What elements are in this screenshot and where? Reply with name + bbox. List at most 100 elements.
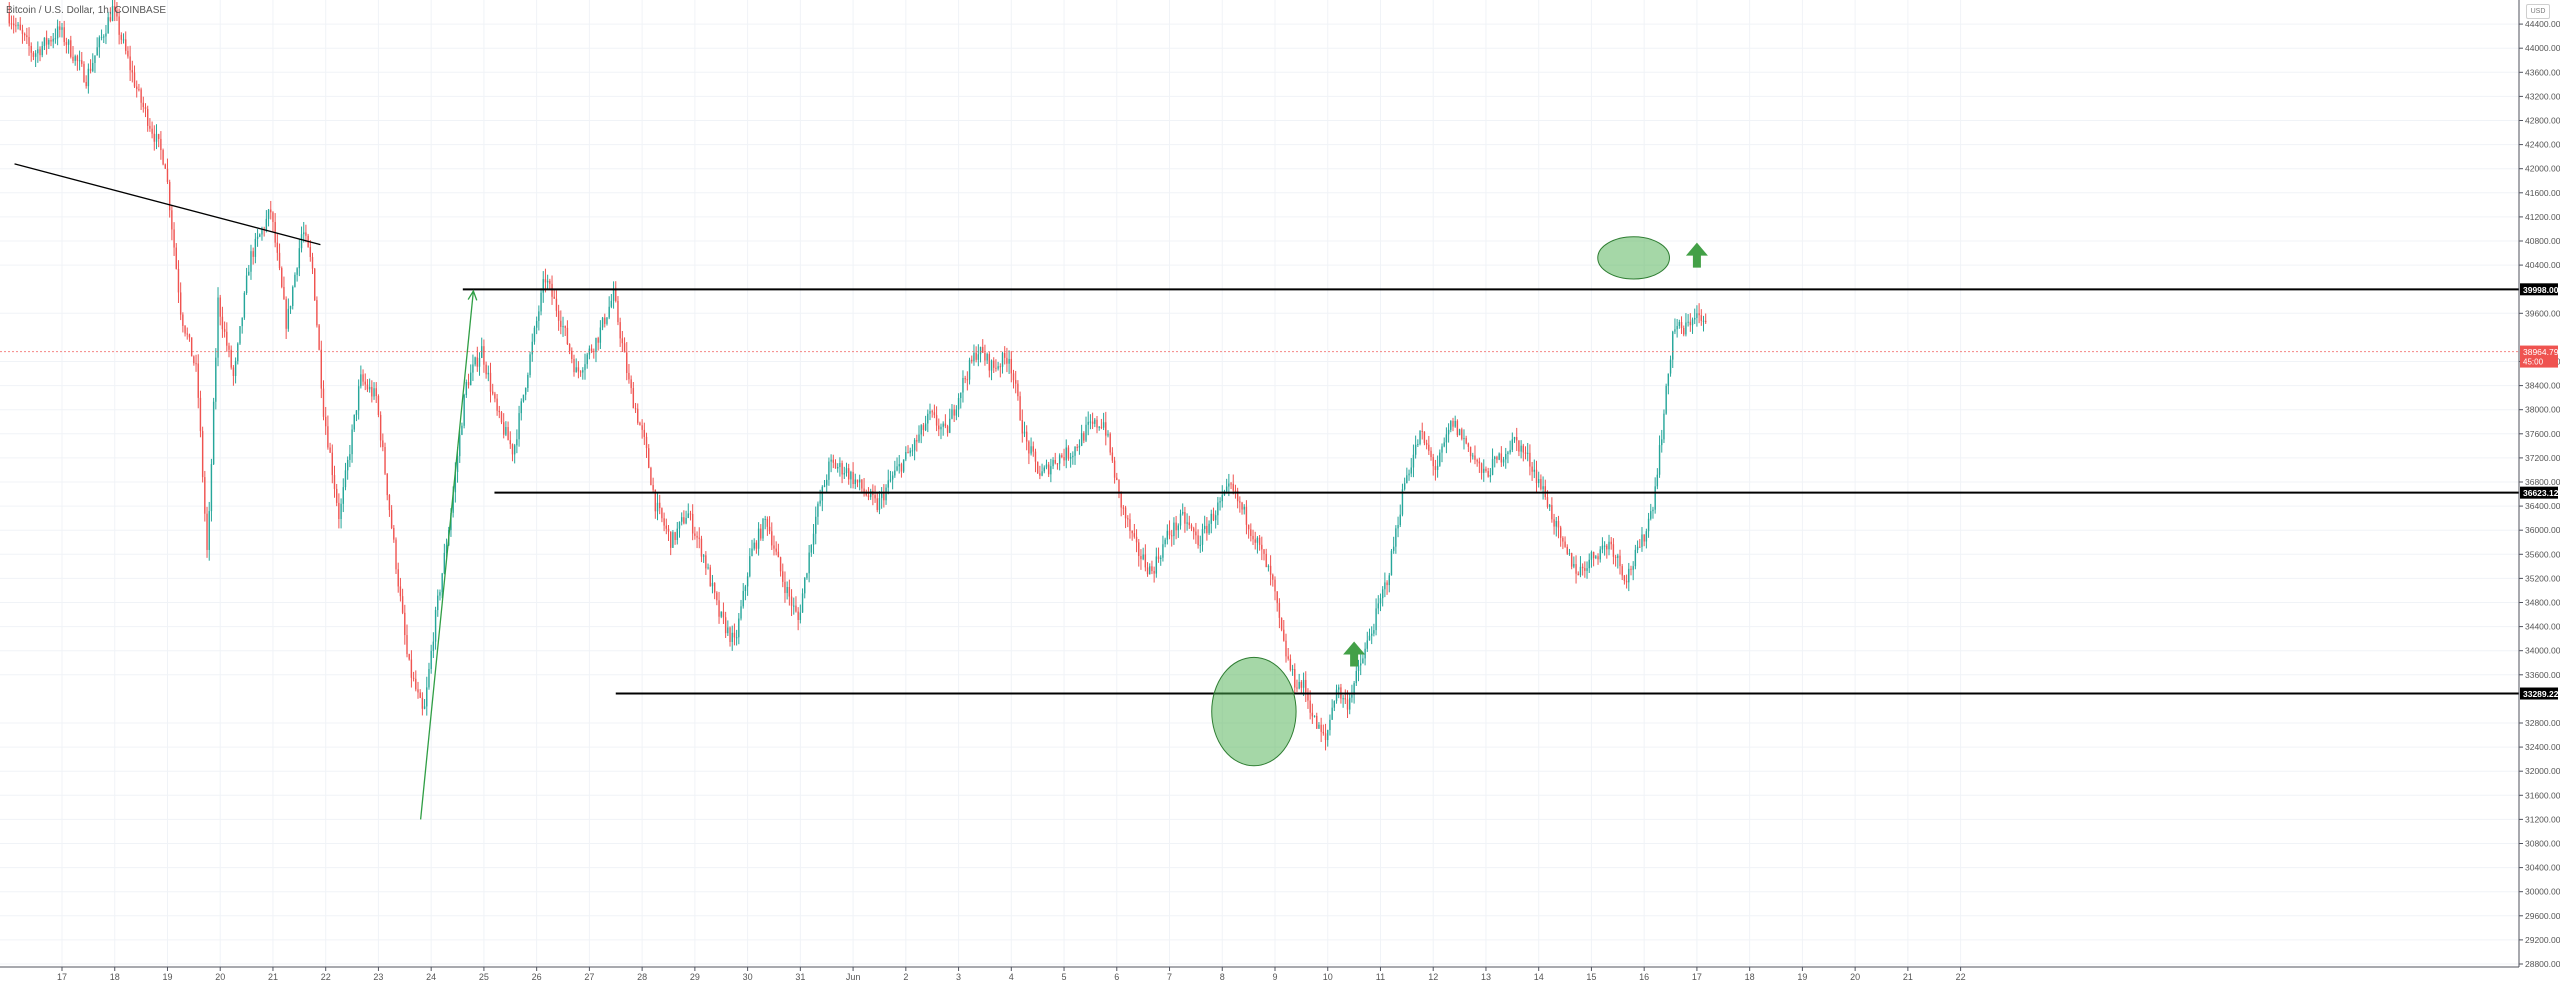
candle-body: [571, 350, 573, 360]
candle-body: [157, 134, 160, 139]
candle-body: [876, 498, 878, 510]
candle-body: [419, 692, 421, 698]
candle-body: [549, 280, 551, 284]
candle-body: [905, 451, 907, 460]
candle-body: [669, 531, 672, 548]
candle-body: [305, 232, 307, 236]
candle-body: [1575, 564, 1577, 574]
candle-body: [1619, 555, 1621, 567]
candle-body: [1313, 715, 1316, 717]
candle-body: [421, 697, 424, 709]
price-tick-label: 41600.00: [2525, 188, 2560, 198]
candle-body: [160, 138, 162, 151]
level-badge-label: 33289.22: [2523, 689, 2559, 699]
level-badge-label: 39998.00: [2523, 285, 2559, 295]
price-tick-label: 30400.00: [2525, 863, 2560, 873]
candle-body: [472, 364, 474, 373]
candle-body: [1696, 313, 1698, 318]
candle-body: [406, 635, 408, 655]
candle-body: [680, 517, 683, 522]
candle-body: [1232, 483, 1234, 491]
candle-body: [1441, 446, 1443, 453]
candle-body: [116, 10, 118, 17]
candle-body: [847, 468, 850, 480]
candle-body: [267, 209, 270, 219]
candle-body: [1397, 524, 1399, 529]
candle-body: [641, 425, 643, 430]
candle-body: [201, 431, 204, 478]
candle-body: [1678, 322, 1681, 326]
candle-body: [1014, 380, 1017, 384]
price-axis: 44400.00 44000.00 43600.00 43200.00 42800.00…: [2518, 0, 2560, 969]
candle-body: [1195, 531, 1197, 536]
candle-body: [364, 381, 366, 385]
candle-body: [1634, 549, 1637, 567]
candle-body: [417, 689, 419, 693]
candle-body: [797, 611, 799, 620]
candle-body: [1127, 518, 1129, 520]
candle-body: [351, 429, 353, 455]
candle-body: [489, 372, 492, 392]
candle-body: [949, 418, 951, 433]
candle-body: [1096, 419, 1098, 428]
candle-body: [584, 364, 586, 371]
candle-body: [1186, 522, 1188, 524]
candle-body: [76, 56, 79, 61]
candle-body: [230, 349, 232, 368]
candle-body: [575, 367, 577, 373]
time-tick-label: 8: [1220, 972, 1225, 982]
candle-body: [1621, 566, 1623, 576]
candle-body: [1289, 658, 1292, 670]
candle-body: [615, 288, 617, 301]
candle-body: [1327, 730, 1329, 741]
candle-body: [931, 411, 933, 413]
candle-body: [656, 502, 659, 512]
candle-body: [610, 300, 613, 307]
candle-body: [1355, 670, 1358, 684]
time-tick-label: 24: [426, 972, 436, 982]
candle-body: [1443, 442, 1445, 447]
level-badge: [2520, 283, 2558, 296]
candle-body: [1551, 505, 1553, 520]
candle-body: [1162, 544, 1164, 558]
candle-body: [463, 394, 465, 426]
candle-body: [676, 528, 678, 541]
candle-body: [1573, 564, 1575, 567]
candle-body: [790, 596, 793, 606]
candle-body: [346, 459, 349, 471]
candle-body: [1098, 426, 1100, 428]
candle-body: [300, 234, 303, 249]
candle-body: [1531, 466, 1533, 472]
candle-body: [1177, 525, 1180, 531]
candle-body: [766, 518, 769, 527]
candle-body: [513, 445, 516, 455]
candle-body: [125, 39, 127, 51]
candle-body: [977, 354, 980, 360]
candle-body: [632, 388, 635, 409]
time-tick-label: 23: [373, 972, 383, 982]
candle-body: [470, 372, 472, 386]
scale-button[interactable]: USD: [2526, 4, 2550, 19]
candle-body: [845, 468, 848, 474]
candle-body: [1160, 557, 1162, 560]
candle-body: [366, 384, 369, 390]
candle-body: [190, 337, 193, 357]
candle-body: [1639, 546, 1641, 548]
candle-body: [1500, 453, 1503, 463]
candle-body: [1045, 464, 1048, 468]
candle-body: [72, 56, 74, 61]
candle-body: [784, 581, 786, 594]
candle-body: [483, 346, 485, 365]
candle-body: [1511, 439, 1514, 450]
candle-body: [689, 513, 692, 515]
candle-body: [1008, 358, 1010, 364]
candle-body: [626, 352, 628, 373]
candle-body: [1210, 513, 1212, 524]
candle-body: [771, 531, 773, 546]
candle-body: [1346, 699, 1349, 710]
candle-body: [1256, 537, 1259, 543]
candle-body: [1272, 574, 1274, 580]
price-tick-label: 32800.00: [2525, 718, 2560, 728]
